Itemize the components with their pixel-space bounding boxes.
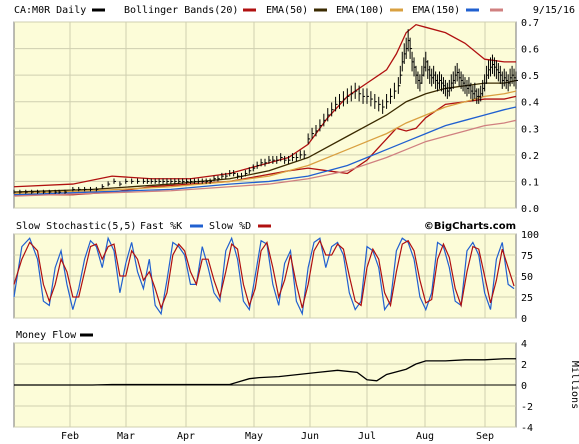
y-tick-label: 0 bbox=[521, 381, 527, 392]
stoch-title: Slow Stochastic(5,5) bbox=[16, 221, 136, 232]
price-series-line bbox=[13, 90, 517, 195]
y-tick-label: 50 bbox=[521, 272, 533, 283]
y-tick-label: -2 bbox=[521, 402, 533, 413]
x-tick-label: Sep bbox=[476, 431, 494, 442]
y-tick-label: -4 bbox=[521, 423, 533, 434]
x-tick-label: Aug bbox=[416, 431, 434, 442]
y-tick-label: 0.0 bbox=[521, 204, 539, 215]
legend-bollinger-label: Bollinger Bands(20) bbox=[124, 5, 238, 16]
y-tick-label: 0.4 bbox=[521, 98, 539, 109]
legend-ema100-label: EMA(100) bbox=[336, 5, 384, 16]
x-tick-label: Jul bbox=[358, 431, 376, 442]
axis-ticks: 0.7 0.6 0.5 0.4 0.3 0.2 0.1 0.0 100 75 50 25 0 4 2 0 -2 -… bbox=[61, 18, 539, 442]
x-tick-label: May bbox=[245, 431, 263, 442]
bigcharts-watermark: ©BigCharts.com bbox=[424, 221, 516, 232]
chart-date: 9/15/16 bbox=[533, 5, 575, 16]
y-tick-label: 0.3 bbox=[521, 124, 539, 135]
y-tick-label: 2 bbox=[521, 360, 527, 371]
y-tick-label: 100 bbox=[521, 230, 539, 241]
stoch-fast-label: Fast %K bbox=[140, 221, 182, 232]
x-tick-label: Jun bbox=[301, 431, 319, 442]
legend-ema50-label: EMA(50) bbox=[266, 5, 308, 16]
x-tick-label: Apr bbox=[177, 431, 195, 442]
moneyflow-title: Money Flow bbox=[16, 330, 77, 341]
y-tick-label: 4 bbox=[521, 339, 527, 350]
chart-marks bbox=[13, 23, 518, 386]
y-tick-label: 0.5 bbox=[521, 71, 539, 82]
y-tick-label: 0.7 bbox=[521, 18, 539, 29]
y-tick-label: 0.1 bbox=[521, 177, 539, 188]
y-tick-label: 0 bbox=[521, 314, 527, 325]
y-tick-label: 0.6 bbox=[521, 45, 539, 56]
y-tick-label: 0.2 bbox=[521, 151, 539, 162]
symbol-title: CA:M0R Daily bbox=[14, 5, 86, 16]
y-tick-label: 25 bbox=[521, 293, 533, 304]
moneyflow-unit-label: Millions bbox=[569, 361, 579, 409]
price-series-line bbox=[13, 119, 517, 197]
x-tick-label: Feb bbox=[61, 431, 79, 442]
stoch-slow-label: Slow %D bbox=[209, 221, 251, 232]
price-series-line bbox=[13, 106, 517, 196]
stoch-series-line bbox=[13, 239, 515, 310]
y-tick-label: 75 bbox=[521, 251, 533, 262]
legend-ema150-label: EMA(150) bbox=[412, 5, 460, 16]
moneyflow-series-line bbox=[14, 358, 516, 386]
x-tick-label: Mar bbox=[117, 431, 135, 442]
